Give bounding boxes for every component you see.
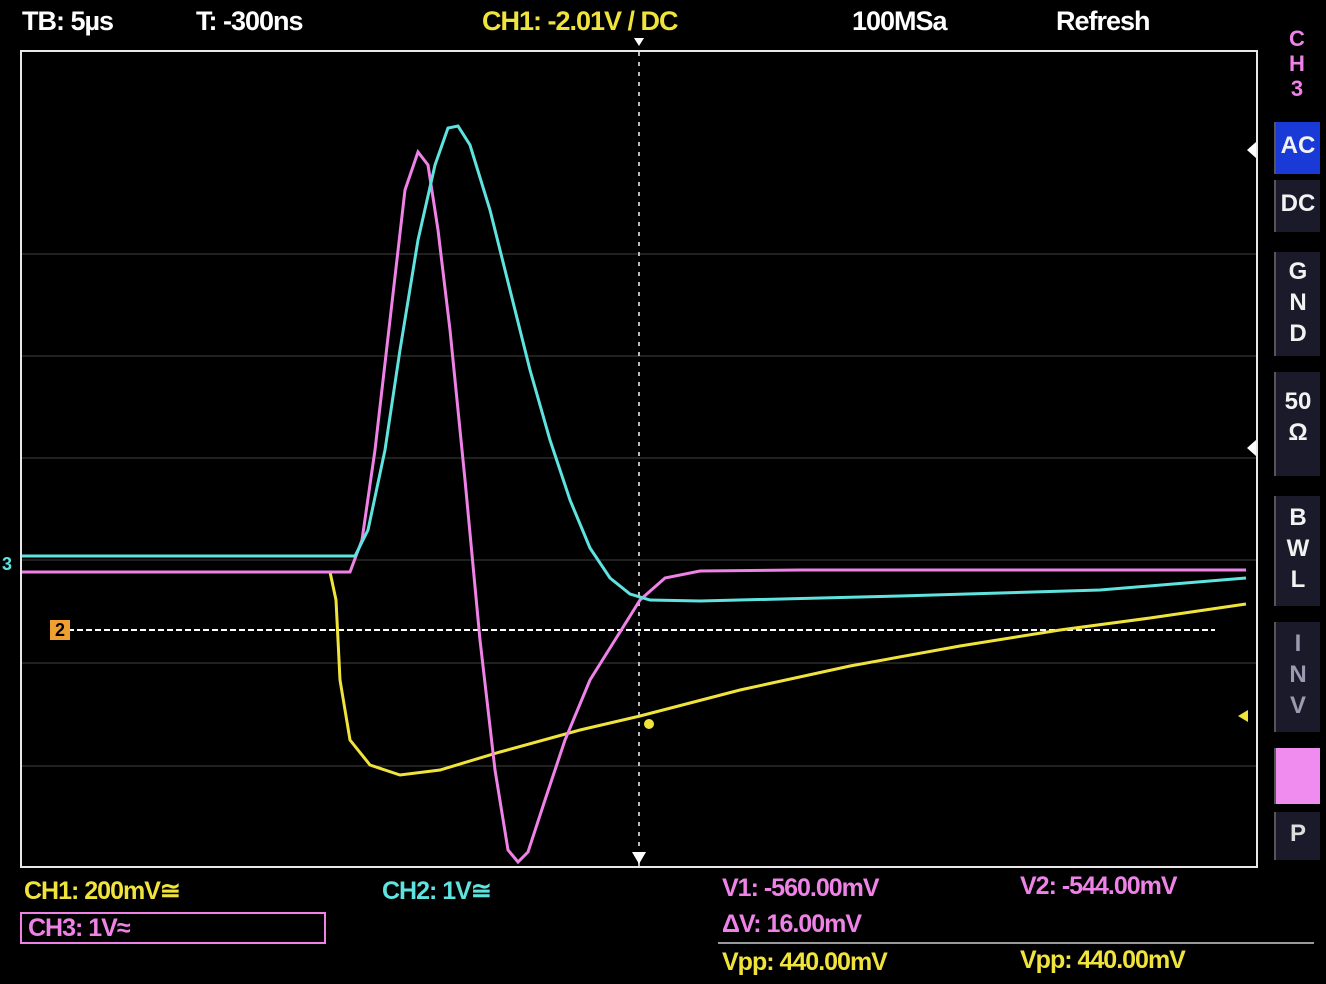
timebase-readout: TB: 5µs — [22, 6, 114, 36]
invert-button[interactable]: I N V — [1274, 622, 1320, 732]
side-bwl-l: L — [1290, 566, 1306, 593]
ch1-scale-readout: CH1: 200mV≅ — [24, 877, 181, 905]
ch2-level-marker-bg — [50, 620, 70, 640]
ch3-trace — [22, 148, 1246, 865]
ch1-trace — [22, 570, 1247, 777]
trigger-channel-readout: CH1: -2.01V / DC — [482, 6, 679, 36]
side-channel-h: H — [1289, 51, 1305, 76]
side-channel-3: 3 — [1290, 76, 1304, 101]
cursor-delta-readout: ΔV: 16.00mV — [722, 910, 862, 938]
vpp-readout-2: Vpp: 440.00mV — [1020, 946, 1186, 974]
waveform-display[interactable] — [20, 50, 1258, 868]
ch3-scale-readout[interactable]: CH3: 1V≈ — [20, 912, 326, 944]
side-inv-i: I — [1294, 630, 1302, 657]
ch3-label: C H 3 — [1274, 26, 1320, 104]
side-channel-c: C — [1289, 26, 1305, 51]
trigger-time-marker — [632, 852, 646, 864]
graticule-grid — [22, 253, 1256, 767]
coupling-ac-button[interactable]: AC — [1274, 122, 1320, 174]
coupling-gnd-button[interactable]: G N D — [1274, 252, 1320, 356]
side-inv-n: N — [1289, 661, 1307, 688]
side-impedance-value: 50 — [1284, 388, 1312, 415]
side-gnd-d: D — [1289, 320, 1307, 347]
footer-divider — [718, 942, 1314, 944]
side-gnd-n: N — [1289, 289, 1307, 316]
side-impedance-unit: Ω — [1288, 419, 1308, 446]
ch3-upper-marker — [1247, 142, 1256, 158]
acquisition-mode-readout[interactable]: Refresh — [1056, 6, 1151, 36]
side-gnd-g: G — [1288, 258, 1308, 285]
cursor-v1-readout: V1: -560.00mV — [722, 874, 880, 902]
side-inv-v: V — [1289, 692, 1306, 719]
cursor-v2-readout: V2: -544.00mV — [1020, 872, 1178, 900]
probe-label: P — [1274, 812, 1320, 860]
trigger-time-readout: T: -300ns — [196, 6, 304, 36]
probe-attenuation-button[interactable] — [1274, 748, 1320, 804]
bandwidth-limit-button[interactable]: B W L — [1274, 496, 1320, 606]
cursor-point-marker — [644, 719, 654, 729]
top-trigger-marker — [634, 38, 644, 46]
side-bwl-w: W — [1286, 535, 1310, 562]
ch2-level-marker: 2 — [55, 620, 65, 640]
coupling-dc-button[interactable]: DC — [1274, 180, 1320, 232]
ch2-trace — [22, 124, 1247, 603]
ch3-level-marker: 3 — [2, 554, 12, 574]
sample-rate-readout: 100MSa — [852, 6, 948, 36]
vpp-readout-1: Vpp: 440.00mV — [722, 948, 888, 976]
ch1-trigger-level-marker — [1238, 710, 1248, 722]
ch3-lower-marker — [1247, 440, 1256, 456]
side-bwl-b: B — [1289, 504, 1307, 531]
ch2-scale-readout: CH2: 1V≅ — [382, 877, 492, 905]
impedance-50ohm-button[interactable]: 50 Ω — [1274, 372, 1320, 476]
